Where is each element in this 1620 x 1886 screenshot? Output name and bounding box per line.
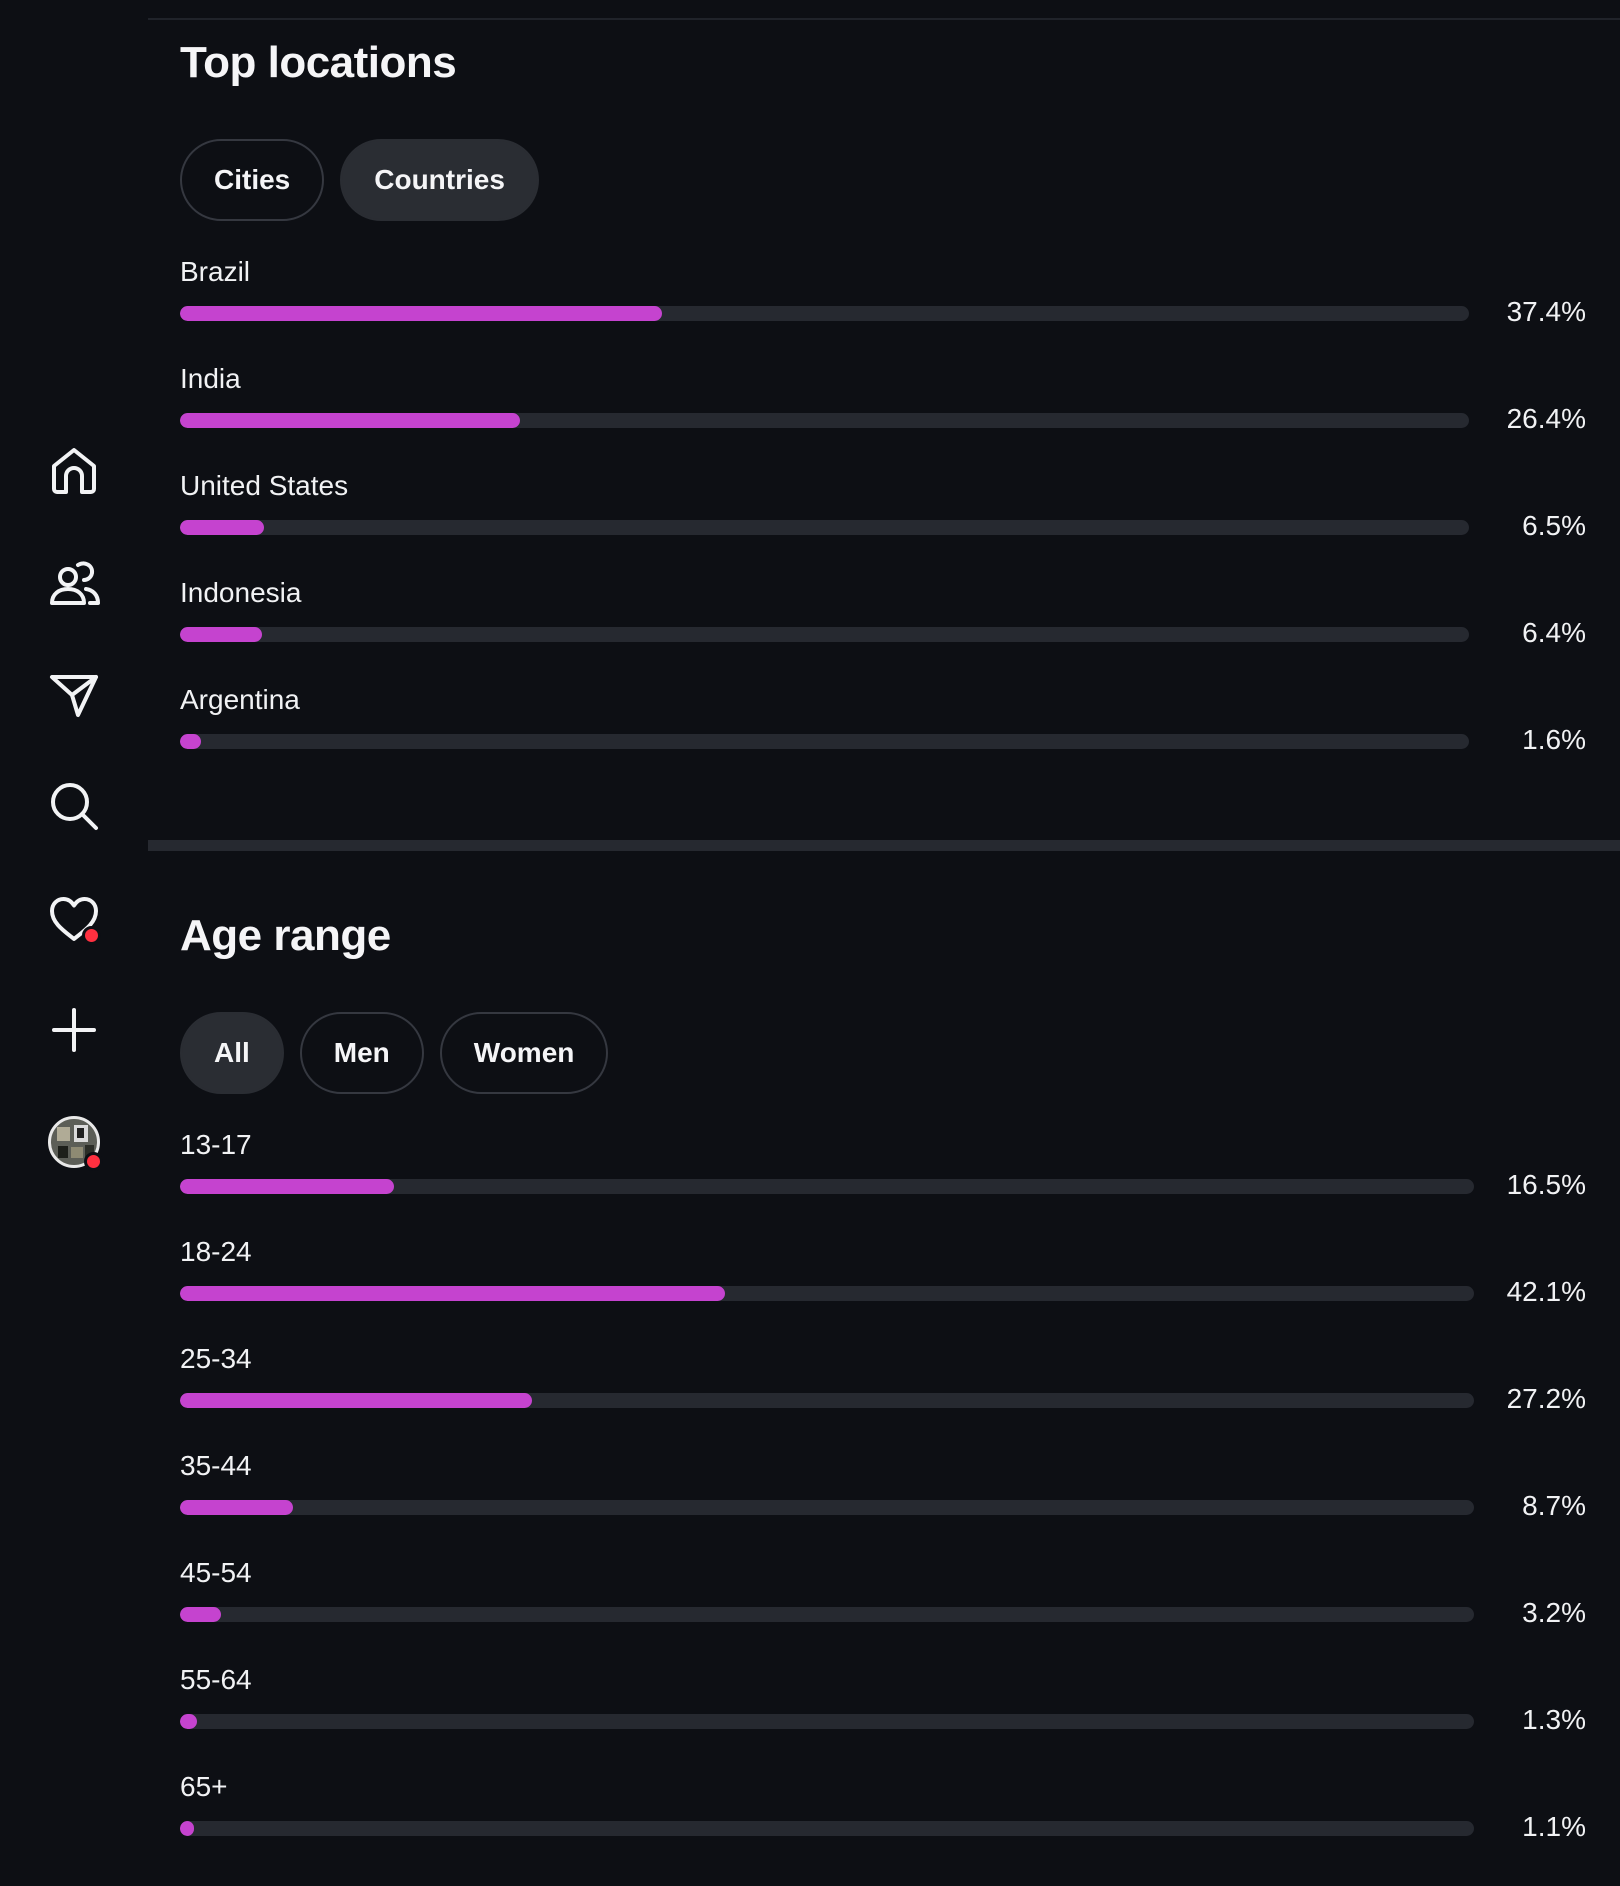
nav-friends[interactable] bbox=[43, 552, 105, 614]
age-label: 35-44 bbox=[180, 1450, 252, 1481]
percentage-value: 6.5% bbox=[1522, 510, 1586, 541]
percentage-bar-fill bbox=[180, 1607, 222, 1622]
percentage-value: 27.2% bbox=[1506, 1383, 1586, 1414]
percentage-bar-fill bbox=[180, 1500, 293, 1515]
percentage-bar-fill bbox=[180, 520, 264, 535]
gender-filter-tabs: All Men Women bbox=[180, 1012, 609, 1094]
section-title-age: Age range bbox=[180, 911, 391, 960]
age-list: 13-17 16.5% 18-24 42.1% 25-34 27.2% 35-4… bbox=[180, 1127, 1586, 1876]
percentage-value: 26.4% bbox=[1506, 403, 1586, 434]
nav-profile[interactable] bbox=[43, 1111, 105, 1173]
age-row: 13-17 16.5% bbox=[180, 1127, 1586, 1234]
location-label: India bbox=[180, 363, 241, 394]
percentage-value: 1.1% bbox=[1522, 1811, 1586, 1842]
percentage-value: 42.1% bbox=[1506, 1276, 1586, 1307]
heart-icon bbox=[50, 897, 98, 941]
percentage-bar-fill bbox=[180, 1714, 197, 1729]
percentage-bar bbox=[180, 1393, 1474, 1408]
nav-messages[interactable] bbox=[43, 664, 105, 726]
users-icon bbox=[50, 561, 100, 605]
percentage-bar-fill bbox=[180, 1821, 195, 1836]
age-row: 55-64 1.3% bbox=[180, 1662, 1586, 1769]
location-filter-tabs: Cities Countries bbox=[180, 139, 539, 221]
tab-women[interactable]: Women bbox=[439, 1012, 609, 1094]
location-row: Brazil 37.4% bbox=[180, 254, 1586, 361]
sidebar bbox=[0, 0, 148, 1886]
location-label: United States bbox=[180, 470, 349, 501]
percentage-bar-fill bbox=[180, 1286, 725, 1301]
percentage-bar-fill bbox=[180, 413, 521, 428]
age-label: 65+ bbox=[180, 1771, 228, 1802]
age-label: 13-17 bbox=[180, 1129, 252, 1160]
location-row: Argentina 1.6% bbox=[180, 682, 1586, 789]
percentage-bar-fill bbox=[180, 734, 201, 749]
percentage-value: 1.3% bbox=[1522, 1704, 1586, 1735]
age-row: 45-54 3.2% bbox=[180, 1555, 1586, 1662]
percentage-bar-fill bbox=[180, 1179, 394, 1194]
age-row: 35-44 8.7% bbox=[180, 1448, 1586, 1555]
age-row: 65+ 1.1% bbox=[180, 1769, 1586, 1876]
percentage-bar-fill bbox=[180, 627, 263, 642]
tab-countries[interactable]: Countries bbox=[340, 139, 539, 221]
percentage-value: 3.2% bbox=[1522, 1597, 1586, 1628]
percentage-bar bbox=[180, 1286, 1474, 1301]
notification-dot bbox=[82, 926, 101, 945]
location-row: Indonesia 6.4% bbox=[180, 575, 1586, 682]
section-divider bbox=[148, 840, 1620, 851]
age-row: 25-34 27.2% bbox=[180, 1341, 1586, 1448]
percentage-value: 6.4% bbox=[1522, 617, 1586, 648]
location-row: United States 6.5% bbox=[180, 468, 1586, 575]
section-title-locations: Top locations bbox=[180, 38, 457, 87]
tab-men[interactable]: Men bbox=[299, 1012, 424, 1094]
percentage-bar bbox=[180, 1821, 1474, 1836]
percentage-bar-fill bbox=[180, 306, 663, 321]
percentage-bar bbox=[180, 1179, 1474, 1194]
tab-all[interactable]: All bbox=[180, 1012, 284, 1094]
percentage-value: 1.6% bbox=[1522, 724, 1586, 755]
age-label: 45-54 bbox=[180, 1557, 252, 1588]
age-label: 55-64 bbox=[180, 1664, 252, 1695]
percentage-bar-fill bbox=[180, 1393, 532, 1408]
nav-home[interactable] bbox=[43, 439, 105, 501]
percentage-bar bbox=[180, 413, 1469, 428]
percentage-value: 37.4% bbox=[1506, 296, 1586, 327]
location-row: India 26.4% bbox=[180, 361, 1586, 468]
nav-create[interactable] bbox=[43, 999, 105, 1061]
tab-cities[interactable]: Cities bbox=[180, 139, 325, 221]
percentage-bar bbox=[180, 306, 1469, 321]
location-list: Brazil 37.4% India 26.4% United States 6… bbox=[180, 254, 1586, 789]
percentage-bar bbox=[180, 520, 1469, 535]
nav-activity[interactable] bbox=[43, 888, 105, 950]
percentage-bar bbox=[180, 1714, 1474, 1729]
age-label: 25-34 bbox=[180, 1343, 252, 1374]
paper-plane-icon bbox=[50, 675, 98, 717]
age-label: 18-24 bbox=[180, 1236, 252, 1267]
home-icon bbox=[52, 448, 96, 494]
plus-icon bbox=[52, 1008, 96, 1052]
location-label: Brazil bbox=[180, 256, 251, 287]
location-label: Indonesia bbox=[180, 577, 302, 608]
notification-dot bbox=[84, 1152, 103, 1171]
percentage-value: 8.7% bbox=[1522, 1490, 1586, 1521]
age-row: 18-24 42.1% bbox=[180, 1234, 1586, 1341]
top-divider bbox=[148, 18, 1620, 20]
location-label: Argentina bbox=[180, 684, 300, 715]
nav-search[interactable] bbox=[43, 775, 105, 837]
percentage-bar bbox=[180, 734, 1469, 749]
percentage-bar bbox=[180, 1607, 1474, 1622]
percentage-bar bbox=[180, 627, 1469, 642]
percentage-value: 16.5% bbox=[1506, 1169, 1586, 1200]
percentage-bar bbox=[180, 1500, 1474, 1515]
search-icon bbox=[51, 783, 98, 830]
